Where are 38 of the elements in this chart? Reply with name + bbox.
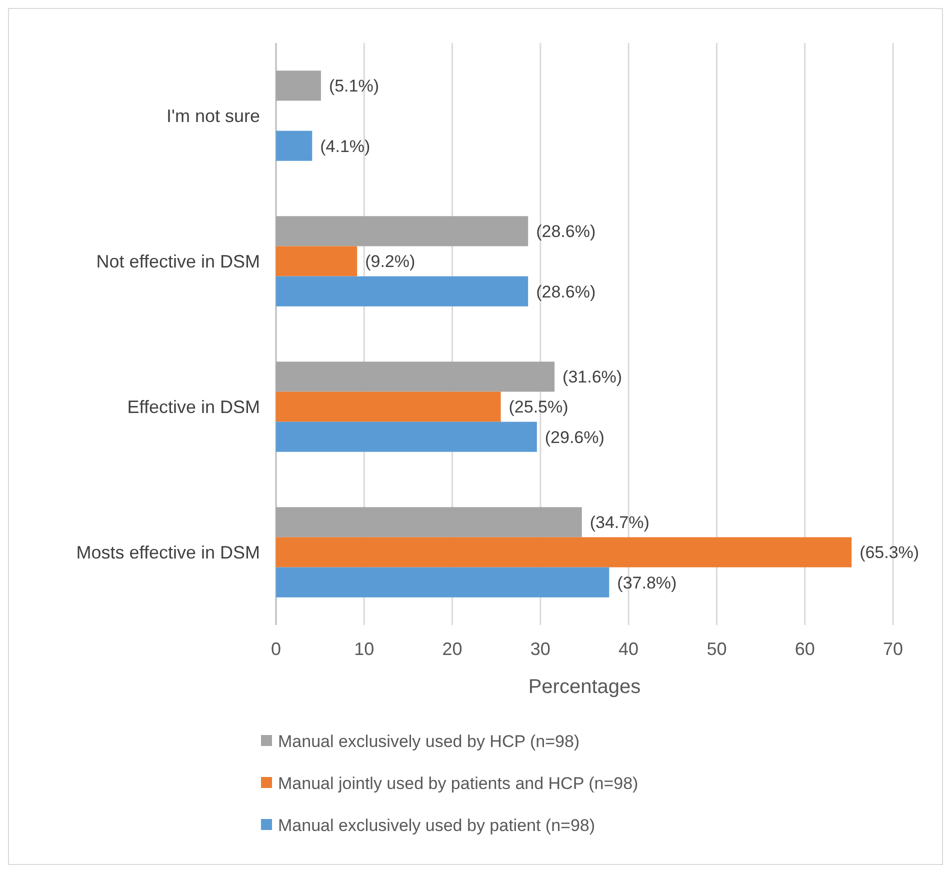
x-tick-label: 30 [530,639,550,659]
y-tick-label: I'm not sure [166,106,260,126]
data-label: (25.5%) [508,398,568,417]
bar [276,70,321,101]
bar [276,276,528,306]
data-label: (28.6%) [536,222,596,242]
x-tick-label: 60 [794,639,815,659]
legend-label: Manual jointly used by patients and HCP (n=98) [278,774,638,793]
bar [276,216,528,246]
data-label: (29.6%) [544,428,604,447]
y-tick-label: Mosts effective in DSM [76,542,260,563]
x-tick-label: 20 [442,639,462,659]
bar [276,392,501,422]
bar [276,537,852,568]
bar [276,567,610,598]
data-label: (34.7%) [590,513,650,532]
data-label: (9.2%) [365,252,416,272]
x-tick-label: 40 [618,639,639,659]
x-tick-label: 50 [706,639,727,659]
legend-label: Manual exclusively used by patient (n=98) [278,816,596,835]
data-label: (5.1%) [328,76,380,96]
y-tick-label: Not effective in DSM [96,252,260,272]
bar [276,362,555,392]
data-label: (4.1%) [320,136,370,156]
data-label: (37.8%) [617,573,677,592]
legend-label: Manual exclusively used by HCP (n=98) [278,732,580,751]
data-label: (65.3%) [860,543,920,562]
x-axis-title: Percentages [528,676,641,698]
y-tick-label: Effective in DSM [127,397,260,418]
x-tick-label: 70 [882,639,904,659]
bar [276,246,358,276]
x-tick-label: 0 [270,639,282,659]
bar [276,507,582,538]
x-tick-label: 10 [354,639,374,659]
bar [276,422,537,452]
bar [276,130,312,161]
data-label: (31.6%) [562,368,622,387]
data-label: (28.6%) [536,282,596,302]
